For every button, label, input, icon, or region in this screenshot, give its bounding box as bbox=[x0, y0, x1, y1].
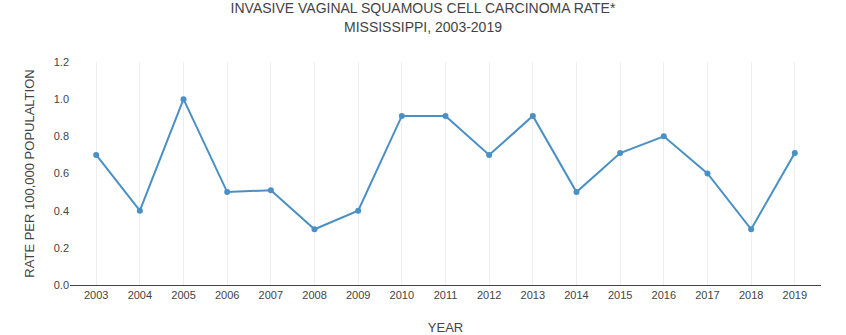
svg-text:1.2: 1.2 bbox=[54, 56, 69, 68]
svg-text:2006: 2006 bbox=[215, 289, 239, 301]
svg-text:2014: 2014 bbox=[564, 289, 588, 301]
svg-text:2010: 2010 bbox=[390, 289, 414, 301]
svg-text:0.8: 0.8 bbox=[54, 130, 69, 142]
svg-text:0.0: 0.0 bbox=[54, 279, 69, 291]
svg-text:2019: 2019 bbox=[783, 289, 807, 301]
svg-text:2009: 2009 bbox=[346, 289, 370, 301]
svg-text:2003: 2003 bbox=[84, 289, 108, 301]
svg-text:INVASIVE VAGINAL SQUAMOUS CELL: INVASIVE VAGINAL SQUAMOUS CELL CARCINOMA… bbox=[231, 0, 616, 34]
svg-text:RATE PER 100,000 POPULALTION: RATE PER 100,000 POPULALTION bbox=[22, 69, 37, 277]
svg-text:0.6: 0.6 bbox=[54, 167, 69, 179]
svg-text:2004: 2004 bbox=[128, 289, 152, 301]
svg-text:2017: 2017 bbox=[695, 289, 719, 301]
svg-text:2007: 2007 bbox=[259, 289, 283, 301]
svg-text:1.0: 1.0 bbox=[54, 93, 69, 105]
svg-text:2012: 2012 bbox=[477, 289, 501, 301]
svg-text:2011: 2011 bbox=[434, 289, 458, 301]
svg-text:2008: 2008 bbox=[302, 289, 326, 301]
svg-text:2016: 2016 bbox=[652, 289, 676, 301]
svg-text:2005: 2005 bbox=[171, 289, 195, 301]
svg-text:2018: 2018 bbox=[739, 289, 763, 301]
svg-text:YEAR: YEAR bbox=[428, 320, 463, 335]
svg-text:2015: 2015 bbox=[608, 289, 632, 301]
svg-text:0.2: 0.2 bbox=[54, 242, 69, 254]
svg-text:2013: 2013 bbox=[521, 289, 545, 301]
svg-text:0.4: 0.4 bbox=[54, 205, 69, 217]
